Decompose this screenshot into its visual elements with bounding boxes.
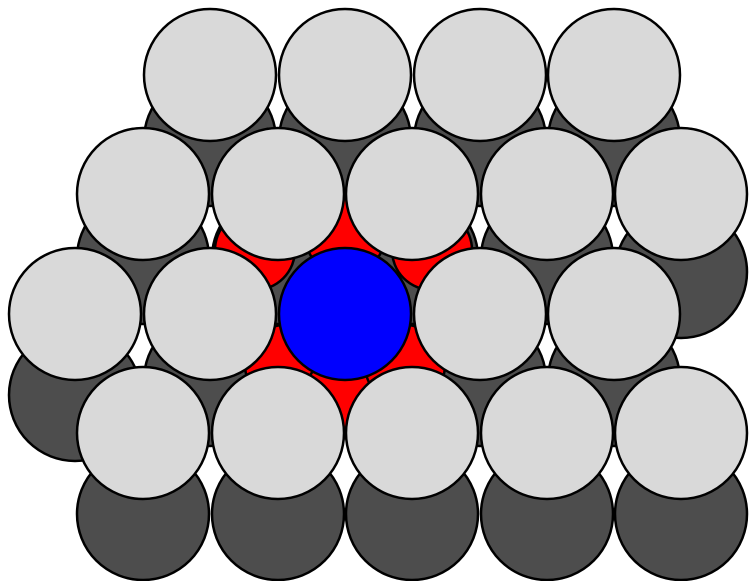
surface-atom (613, 365, 749, 501)
surface-atom (210, 365, 346, 501)
adsorbate-atom (277, 246, 413, 382)
surface-atom (546, 7, 682, 143)
surface-atom (344, 126, 480, 262)
adsorbate-layer (277, 246, 413, 382)
surface-atom (142, 246, 278, 382)
surface-atom (479, 365, 615, 501)
surface-atom (7, 246, 143, 382)
surface-atom (479, 126, 615, 262)
surface-atom (142, 7, 278, 143)
surface-atom (75, 126, 211, 262)
surface-atom (412, 246, 548, 382)
surface-layer (7, 7, 749, 501)
surface-atom (412, 7, 548, 143)
surface-atom (344, 365, 480, 501)
surface-atom (75, 365, 211, 501)
surface-atom (277, 7, 413, 143)
surface-atom (210, 126, 346, 262)
surface-atom (613, 126, 749, 262)
surface-atom (546, 246, 682, 382)
